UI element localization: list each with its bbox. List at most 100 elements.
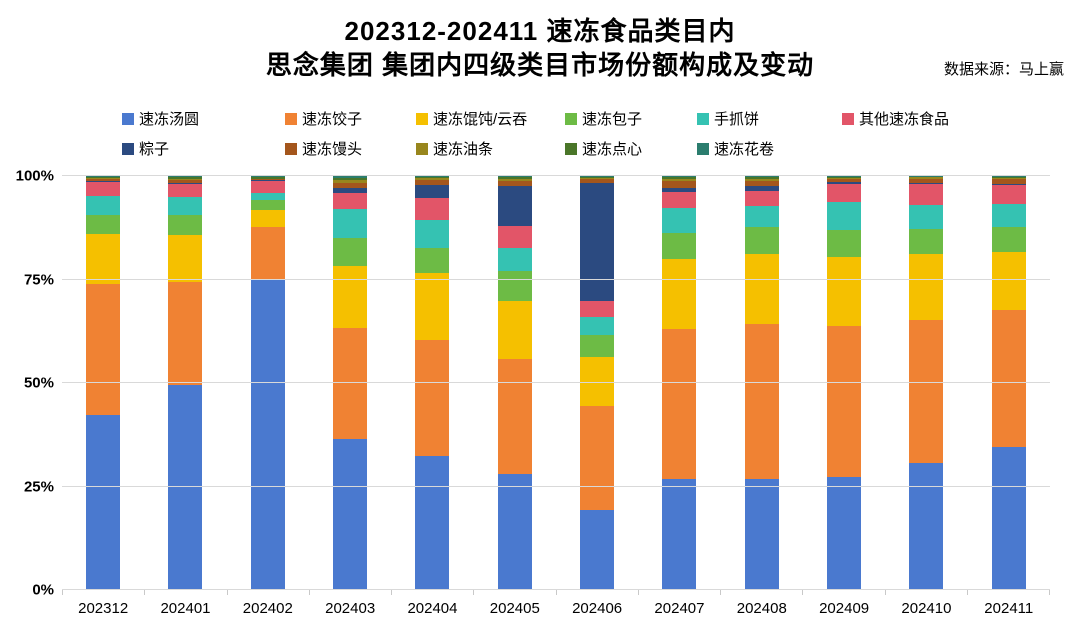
bar-segment xyxy=(744,190,779,207)
y-axis-label: 25% xyxy=(23,478,54,495)
bar-segment xyxy=(250,178,285,181)
x-axis-tick xyxy=(1049,590,1050,595)
x-axis-tick-spacer xyxy=(63,590,144,595)
bar-segment xyxy=(662,176,697,178)
bar-column-202403 xyxy=(309,176,391,590)
bar-segment xyxy=(744,206,779,228)
bar-segment xyxy=(662,181,697,188)
bar-segment xyxy=(909,176,944,178)
x-axis-tick-spacer xyxy=(721,590,802,595)
bar-202402 xyxy=(250,176,285,590)
x-axis-label: 202408 xyxy=(736,600,787,617)
bar-segment xyxy=(250,176,285,177)
bar-segment xyxy=(991,176,1026,177)
x-axis-tick xyxy=(802,590,804,595)
bar-segment xyxy=(662,207,697,234)
x-axis-label: 202411 xyxy=(984,600,1034,617)
bar-segment xyxy=(168,183,203,197)
bar-segment xyxy=(991,177,1026,179)
legend-swatch xyxy=(285,112,297,125)
bar-segment xyxy=(333,266,368,329)
gridline xyxy=(62,175,1050,176)
bar-segment xyxy=(86,181,121,196)
x-axis-tick-spacer xyxy=(557,590,638,595)
bar-202408 xyxy=(744,176,779,590)
legend-item-4: 手抓饼 xyxy=(697,108,842,129)
bar-column-202406 xyxy=(556,176,638,590)
bar-segment xyxy=(991,184,1026,205)
bar-segment xyxy=(827,183,862,203)
bar-segment xyxy=(580,356,615,407)
legend-label: 速冻点心 xyxy=(582,141,643,158)
chart-legend: 速冻汤圆 速冻饺子 速冻馄饨/云吞 速冻包子 手抓饼 其他速冻食品 粽子 速冻馒头 速冻油条 速冻… xyxy=(122,108,1012,168)
legend-item-6: 粽子 xyxy=(122,138,285,159)
bar-segment xyxy=(168,281,203,385)
legend-swatch xyxy=(122,142,134,155)
legend-item-7: 速冻馒头 xyxy=(285,138,416,159)
bar-segment xyxy=(415,273,450,340)
bar-segment xyxy=(168,214,203,235)
bar-segment xyxy=(415,184,450,198)
bar-segment xyxy=(415,339,450,457)
bar-segment xyxy=(827,202,862,230)
bar-segment xyxy=(333,180,368,183)
bar-segment xyxy=(497,176,532,179)
bar-segment xyxy=(580,300,615,318)
bar-202409 xyxy=(827,176,862,590)
legend-item-1: 速冻饺子 xyxy=(285,108,416,129)
gridline xyxy=(62,589,1050,590)
x-axis-tick xyxy=(226,590,228,595)
bar-202406 xyxy=(580,176,615,590)
bar-segment xyxy=(168,178,203,180)
bar-segment xyxy=(168,196,203,215)
bar-segment xyxy=(497,248,532,272)
bar-segment xyxy=(168,234,203,282)
legend-label: 速冻汤圆 xyxy=(139,111,200,128)
x-axis-tick xyxy=(637,590,639,595)
x-axis-tick xyxy=(720,590,721,595)
y-axis-label: 0% xyxy=(32,581,54,599)
bar-segment xyxy=(415,179,450,185)
x-axis-label: 202403 xyxy=(325,600,376,617)
bar-segment xyxy=(333,193,368,210)
gridline xyxy=(62,485,1050,487)
x-axis-tick-spacer xyxy=(886,590,967,595)
legend-row: 速冻汤圆 速冻饺子 速冻馄饨/云吞 速冻包子 手抓饼 其他速冻食品 xyxy=(122,108,1012,129)
bar-segment xyxy=(497,301,532,359)
bar-segment xyxy=(991,176,1026,178)
bar-segment xyxy=(580,406,615,511)
bar-segment xyxy=(580,317,615,335)
bar-segment xyxy=(744,181,779,187)
bar-column-202401 xyxy=(144,176,226,590)
bar-segment xyxy=(333,176,368,178)
x-axis-tick xyxy=(62,590,63,595)
gridline xyxy=(62,382,1050,383)
bar-segment xyxy=(497,226,532,249)
bar-segment xyxy=(415,248,450,274)
bar-column-202405 xyxy=(474,176,556,590)
bar-segment xyxy=(827,176,862,178)
y-axis-label: 50% xyxy=(23,374,54,392)
bar-segment xyxy=(991,183,1026,185)
x-axis-tick-spacer xyxy=(145,590,226,595)
legend-swatch xyxy=(697,112,709,125)
x-axis-tick-spacer xyxy=(968,590,1049,595)
x-axis-tick-spacer xyxy=(392,590,473,595)
legend-swatch xyxy=(285,142,297,155)
bar-segment xyxy=(250,279,285,590)
bar-segment xyxy=(909,183,944,205)
x-axis-tick xyxy=(473,590,475,595)
legend-swatch xyxy=(697,142,709,155)
bar-column-202410 xyxy=(885,176,967,590)
bar-segment xyxy=(827,229,862,258)
bar-segment xyxy=(86,195,121,215)
bar-segment xyxy=(168,176,203,178)
bars-container xyxy=(62,176,1050,590)
bar-column-202404 xyxy=(391,176,473,590)
bar-segment xyxy=(333,182,368,189)
y-axis: 0% 25% 50% 75% 100% xyxy=(0,169,54,598)
legend-swatch xyxy=(842,112,854,125)
bar-segment xyxy=(580,334,615,357)
bar-segment xyxy=(415,177,450,180)
